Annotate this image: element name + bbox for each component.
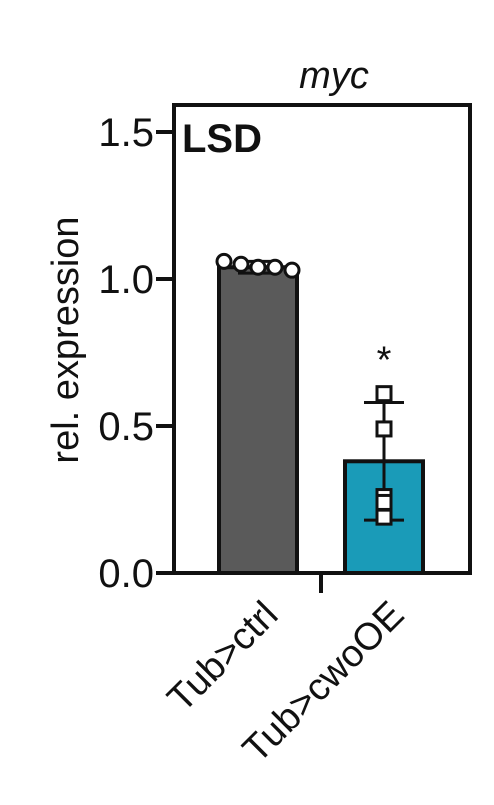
y-tick-label: 0.0 xyxy=(98,552,154,596)
y-tick-label: 1.0 xyxy=(98,258,154,302)
y-axis-label: rel. expression xyxy=(45,216,87,463)
x-tick-label: Tub>ctrl xyxy=(160,594,287,721)
data-point xyxy=(215,252,233,270)
y-tick-label: 1.5 xyxy=(98,111,154,155)
panel-label: LSD xyxy=(182,117,262,161)
plot-frame xyxy=(172,103,472,575)
data-point xyxy=(266,258,284,276)
data-point xyxy=(375,385,393,403)
significance-label: * xyxy=(377,339,392,381)
data-point xyxy=(375,508,393,526)
data-point xyxy=(232,255,250,273)
chart-title: myc xyxy=(299,55,369,97)
data-point xyxy=(283,261,301,279)
data-point xyxy=(375,420,393,438)
y-tick-label: 0.5 xyxy=(98,405,154,449)
bar xyxy=(217,265,299,575)
data-point xyxy=(249,258,267,276)
data-point xyxy=(375,493,393,511)
